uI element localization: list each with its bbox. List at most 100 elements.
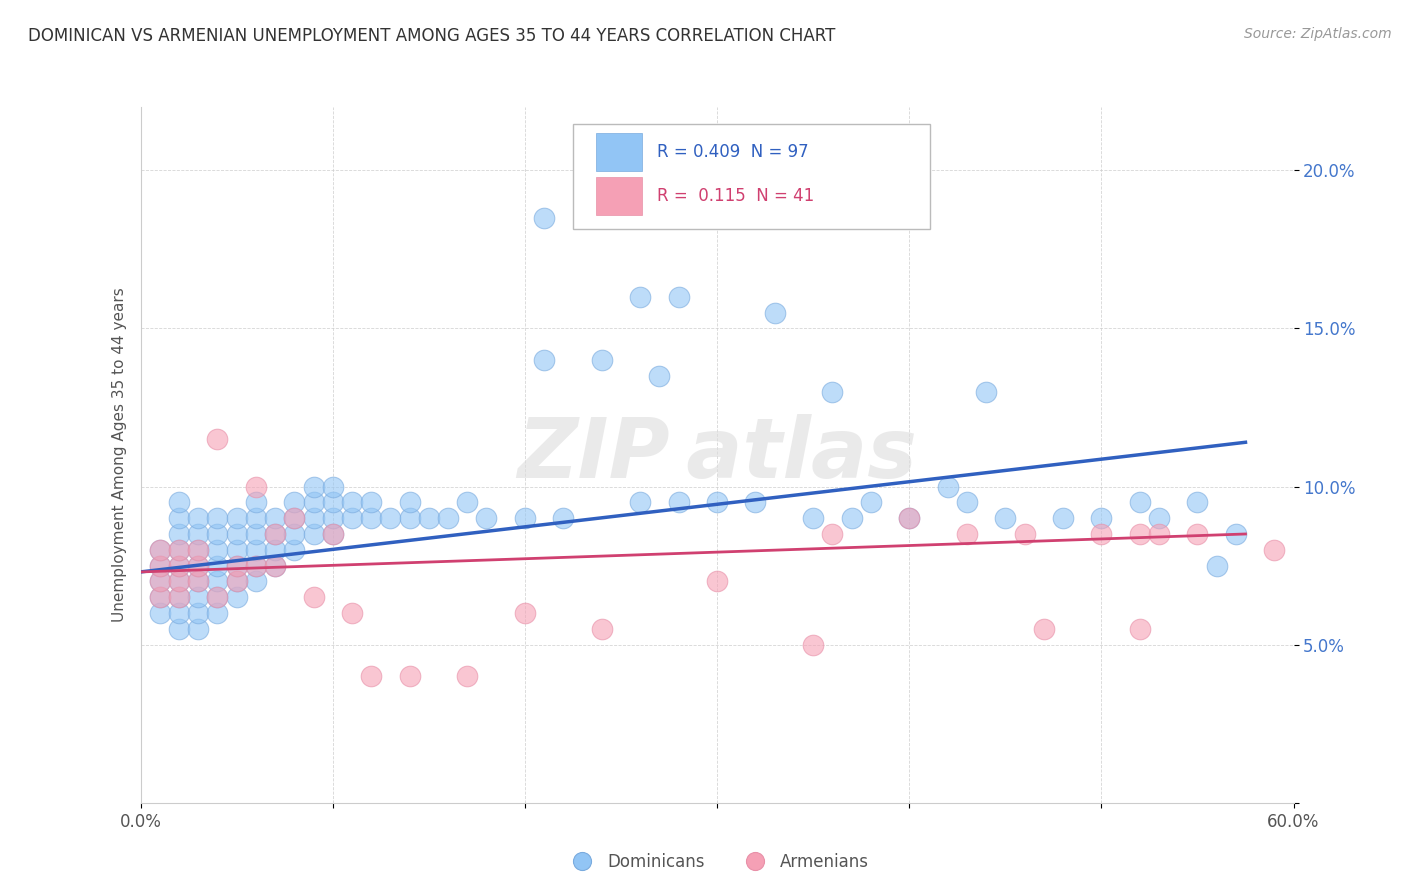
Legend: Dominicans, Armenians: Dominicans, Armenians [558, 847, 876, 878]
Point [763, 305, 786, 319]
Point [167, 542, 190, 557]
Point [340, 495, 363, 509]
Point [225, 558, 247, 573]
Point [167, 606, 190, 620]
Point [668, 495, 690, 509]
Point [322, 479, 344, 493]
Point [1014, 527, 1036, 541]
Point [994, 511, 1017, 525]
Point [1032, 622, 1054, 636]
Point [322, 511, 344, 525]
Point [207, 527, 229, 541]
Point [167, 574, 190, 589]
Point [898, 511, 921, 525]
Y-axis label: Unemployment Among Ages 35 to 44 years: Unemployment Among Ages 35 to 44 years [111, 287, 127, 623]
Point [418, 511, 440, 525]
Point [1225, 527, 1247, 541]
Point [283, 511, 305, 525]
Point [302, 511, 325, 525]
Point [245, 558, 267, 573]
Point [187, 542, 209, 557]
Point [936, 479, 959, 493]
Point [1187, 527, 1209, 541]
Point [475, 511, 498, 525]
Point [859, 495, 882, 509]
Point [456, 669, 478, 683]
Point [167, 591, 190, 605]
Point [1052, 511, 1074, 525]
Point [706, 495, 728, 509]
Text: R =  0.115  N = 41: R = 0.115 N = 41 [657, 187, 814, 205]
Point [801, 638, 824, 652]
Point [264, 558, 287, 573]
Point [821, 384, 844, 399]
Point [302, 527, 325, 541]
Point [533, 211, 555, 225]
Point [187, 558, 209, 573]
Point [898, 511, 921, 525]
Point [513, 511, 536, 525]
Point [1205, 558, 1227, 573]
Point [553, 511, 575, 525]
Point [322, 495, 344, 509]
Point [207, 606, 229, 620]
Point [245, 558, 267, 573]
Point [149, 558, 172, 573]
Point [340, 511, 363, 525]
Point [245, 574, 267, 589]
Point [1129, 622, 1152, 636]
Point [283, 527, 305, 541]
Point [149, 591, 172, 605]
Point [340, 606, 363, 620]
Point [628, 495, 651, 509]
Point [322, 527, 344, 541]
Point [225, 542, 247, 557]
Point [513, 606, 536, 620]
Point [149, 542, 172, 557]
Point [1147, 527, 1170, 541]
Point [360, 511, 382, 525]
Point [956, 527, 979, 541]
Point [167, 558, 190, 573]
Point [245, 527, 267, 541]
Point [974, 384, 997, 399]
Point [207, 558, 229, 573]
Point [187, 511, 209, 525]
Point [225, 558, 247, 573]
Point [841, 511, 863, 525]
Point [668, 290, 690, 304]
Point [264, 527, 287, 541]
Point [245, 511, 267, 525]
Point [187, 622, 209, 636]
Text: ZIP atlas: ZIP atlas [517, 415, 917, 495]
Point [1187, 495, 1209, 509]
Point [207, 574, 229, 589]
Point [380, 511, 402, 525]
Point [187, 527, 209, 541]
Bar [596, 177, 643, 215]
Text: R = 0.409  N = 97: R = 0.409 N = 97 [657, 144, 808, 161]
Point [744, 495, 766, 509]
Point [360, 495, 382, 509]
Point [283, 542, 305, 557]
Point [628, 290, 651, 304]
Point [187, 574, 209, 589]
Point [283, 495, 305, 509]
Point [821, 527, 844, 541]
Point [398, 669, 420, 683]
Point [149, 542, 172, 557]
Point [801, 511, 824, 525]
Point [283, 511, 305, 525]
Text: Source: ZipAtlas.com: Source: ZipAtlas.com [1244, 27, 1392, 41]
Point [706, 574, 728, 589]
Point [245, 479, 267, 493]
Point [245, 542, 267, 557]
Point [398, 495, 420, 509]
Point [167, 542, 190, 557]
Point [648, 368, 671, 383]
Point [456, 495, 478, 509]
Point [956, 495, 979, 509]
Point [149, 574, 172, 589]
Point [437, 511, 460, 525]
Point [302, 591, 325, 605]
